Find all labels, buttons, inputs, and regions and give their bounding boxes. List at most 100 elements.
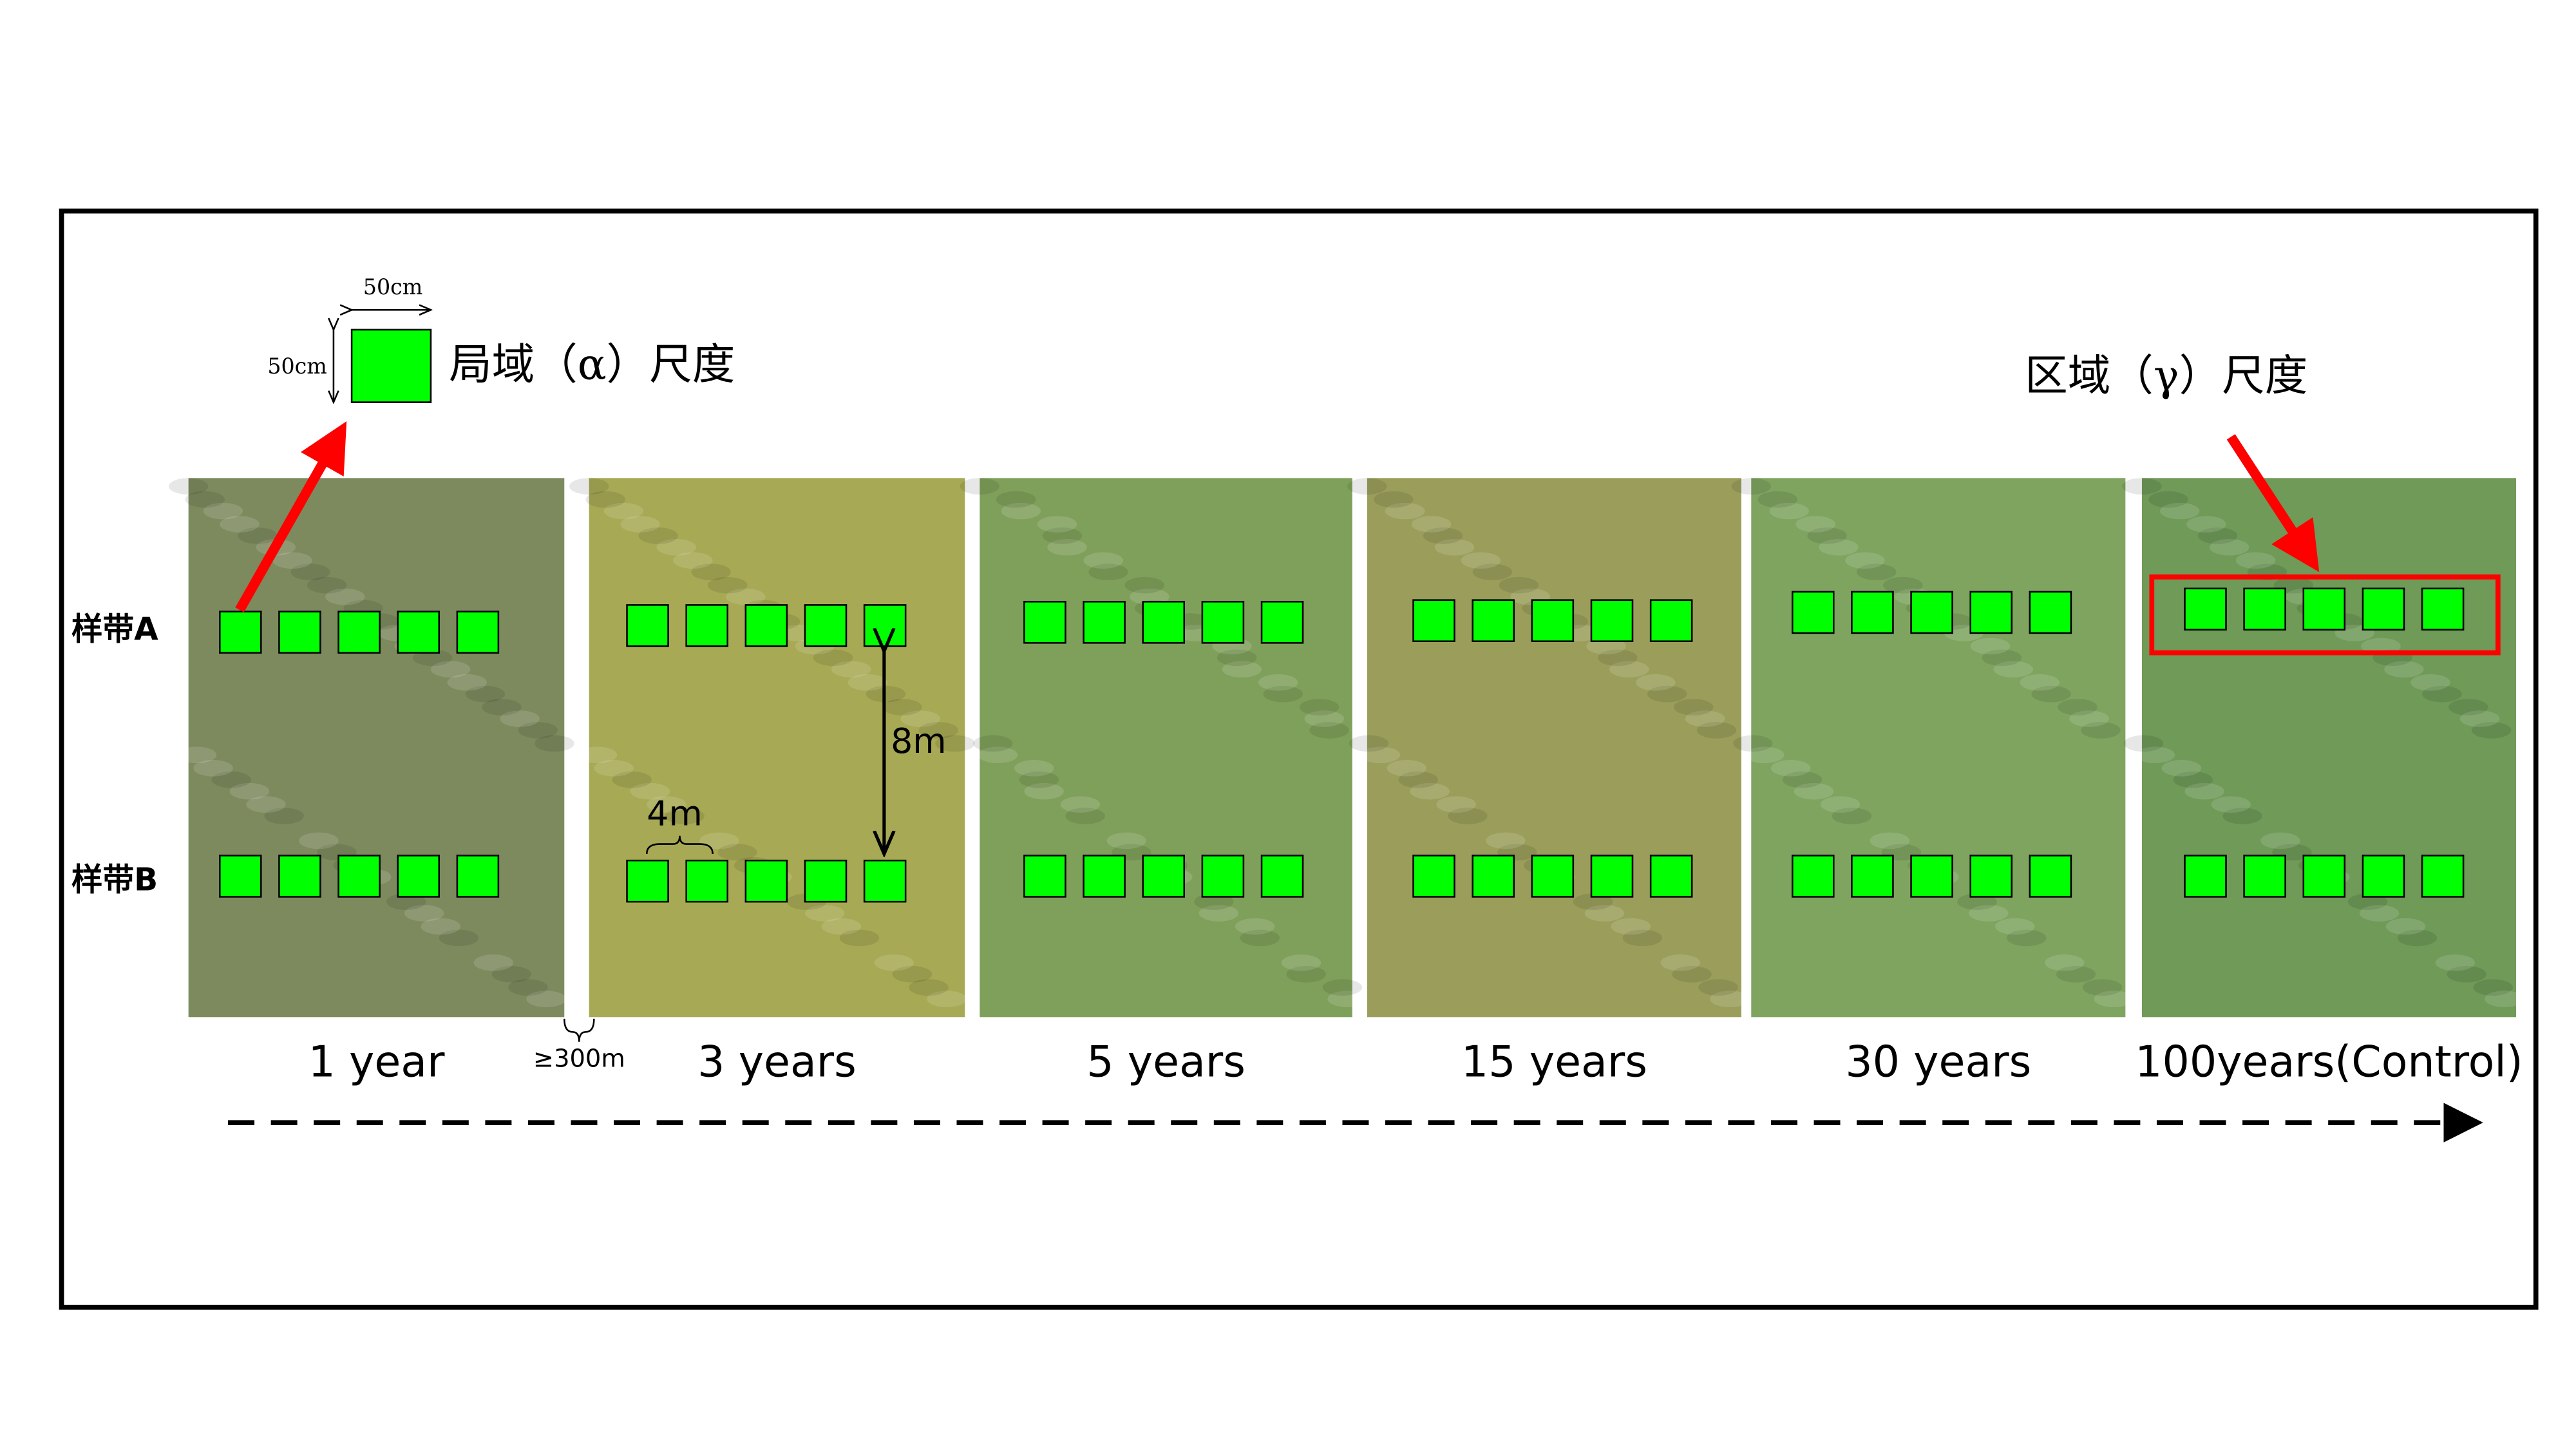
vegetation-texture — [673, 552, 713, 569]
vegetation-texture — [2184, 782, 2224, 800]
vegetation-texture — [1436, 796, 1476, 813]
site-photo — [1367, 478, 1741, 1018]
vegetation-texture — [1001, 502, 1041, 520]
sample-plot — [1649, 855, 1693, 898]
sample-plot — [2029, 855, 2072, 898]
vegetation-texture — [1622, 929, 1663, 947]
site-photo — [1751, 478, 2126, 1018]
vegetation-texture — [2031, 685, 2071, 703]
sample-plot — [219, 611, 262, 654]
sample-plot — [2421, 587, 2465, 631]
sample-plot — [219, 855, 262, 898]
vegetation-texture — [526, 990, 566, 1007]
vegetation-texture — [1235, 918, 1275, 935]
sample-plot — [2302, 855, 2346, 898]
vegetation-texture — [1106, 832, 1146, 849]
vegetation-texture — [2020, 674, 2060, 691]
vegetation-texture — [577, 746, 618, 764]
vegetation-texture — [491, 966, 532, 983]
vegetation-texture — [500, 710, 540, 727]
sample-plot — [1472, 855, 1515, 898]
vegetation-texture — [2081, 722, 2121, 739]
vegetation-texture — [1870, 832, 1910, 849]
vegetation-texture — [2160, 502, 2200, 520]
vegetation-texture — [603, 502, 644, 520]
vegetation-texture — [900, 710, 940, 727]
vegetation-texture — [2473, 979, 2513, 996]
vegetation-texture — [1037, 516, 1077, 533]
frame — [59, 208, 2539, 1310]
sample-plot — [278, 611, 321, 654]
panel-label: 100years(Control) — [2135, 1037, 2523, 1087]
vegetation-texture — [1733, 735, 1773, 752]
vegetation-texture — [726, 588, 766, 605]
vegetation-texture — [2448, 699, 2488, 715]
sample-plot — [744, 604, 788, 647]
vegetation-texture — [1857, 564, 1897, 581]
site-photo — [2141, 478, 2516, 1018]
vegetation-texture — [229, 782, 270, 800]
vegetation-texture — [1832, 808, 1872, 824]
vegetation-texture — [973, 735, 1013, 752]
vegetation-texture — [1673, 699, 1714, 715]
vegetation-texture — [1065, 808, 1105, 824]
sample-plot — [1590, 599, 1634, 643]
vegetation-texture — [2435, 954, 2476, 971]
sample-plot — [685, 604, 728, 647]
vegetation-texture — [585, 491, 625, 508]
vegetation-texture — [2410, 674, 2450, 691]
width-label: 50cm — [363, 274, 423, 299]
vegetation-texture — [193, 760, 233, 777]
vegetation-texture — [421, 918, 461, 935]
vegetation-texture — [831, 661, 871, 678]
vegetation-texture — [211, 771, 251, 788]
vegetation-texture — [1794, 782, 1834, 800]
vegetation-texture — [2122, 478, 2162, 495]
vegetation-texture — [1660, 954, 1700, 971]
vegetation-texture — [2209, 539, 2249, 556]
vegetation-texture — [1995, 918, 2035, 935]
vegetation-texture — [1970, 638, 2011, 655]
sample-plot — [2243, 587, 2286, 631]
vegetation-texture — [699, 832, 739, 849]
vegetation-texture — [717, 844, 757, 861]
vegetation-texture — [1771, 760, 1811, 777]
vegetation-texture — [1598, 649, 1638, 667]
vegetation-texture — [927, 990, 967, 1007]
sample-plot — [804, 859, 848, 903]
vegetation-texture — [1819, 539, 1859, 556]
vegetation-texture — [707, 576, 748, 594]
vegetation-texture — [2422, 685, 2462, 703]
vegetation-texture — [1710, 990, 1750, 1007]
sample-plot — [1201, 601, 1245, 644]
vegetation-texture — [1014, 760, 1054, 777]
vegetation-texture — [1083, 552, 1124, 569]
vegetation-texture — [960, 478, 1000, 495]
sample-plot — [397, 611, 440, 654]
vegetation-texture — [473, 954, 513, 971]
vegetation-texture — [2260, 832, 2300, 849]
vegetation-texture — [2123, 735, 2164, 752]
vegetation-texture — [2471, 722, 2512, 739]
sample-plot — [1260, 855, 1304, 898]
vegetation-texture — [848, 674, 887, 691]
regional-arrow — [2226, 434, 2320, 573]
sample-plot — [1412, 599, 1455, 643]
sample-plot — [1791, 855, 1835, 898]
vegetation-texture — [1258, 674, 1298, 691]
vegetation-texture — [874, 954, 914, 971]
height-label: 50cm — [267, 354, 327, 379]
panel-label: 1 year — [308, 1037, 445, 1087]
sample-plot — [456, 855, 500, 898]
vegetation-texture — [1499, 576, 1539, 594]
vegetation-texture — [325, 588, 365, 605]
sample-plot — [1142, 855, 1186, 898]
vegetation-texture — [1304, 710, 1345, 727]
vegetation-texture — [1398, 771, 1438, 788]
vegetation-texture — [638, 527, 678, 544]
vegetation-texture — [1448, 808, 1488, 824]
vegetation-texture — [272, 552, 312, 569]
sample-plot — [1531, 599, 1575, 643]
sample-plot — [1260, 601, 1304, 644]
